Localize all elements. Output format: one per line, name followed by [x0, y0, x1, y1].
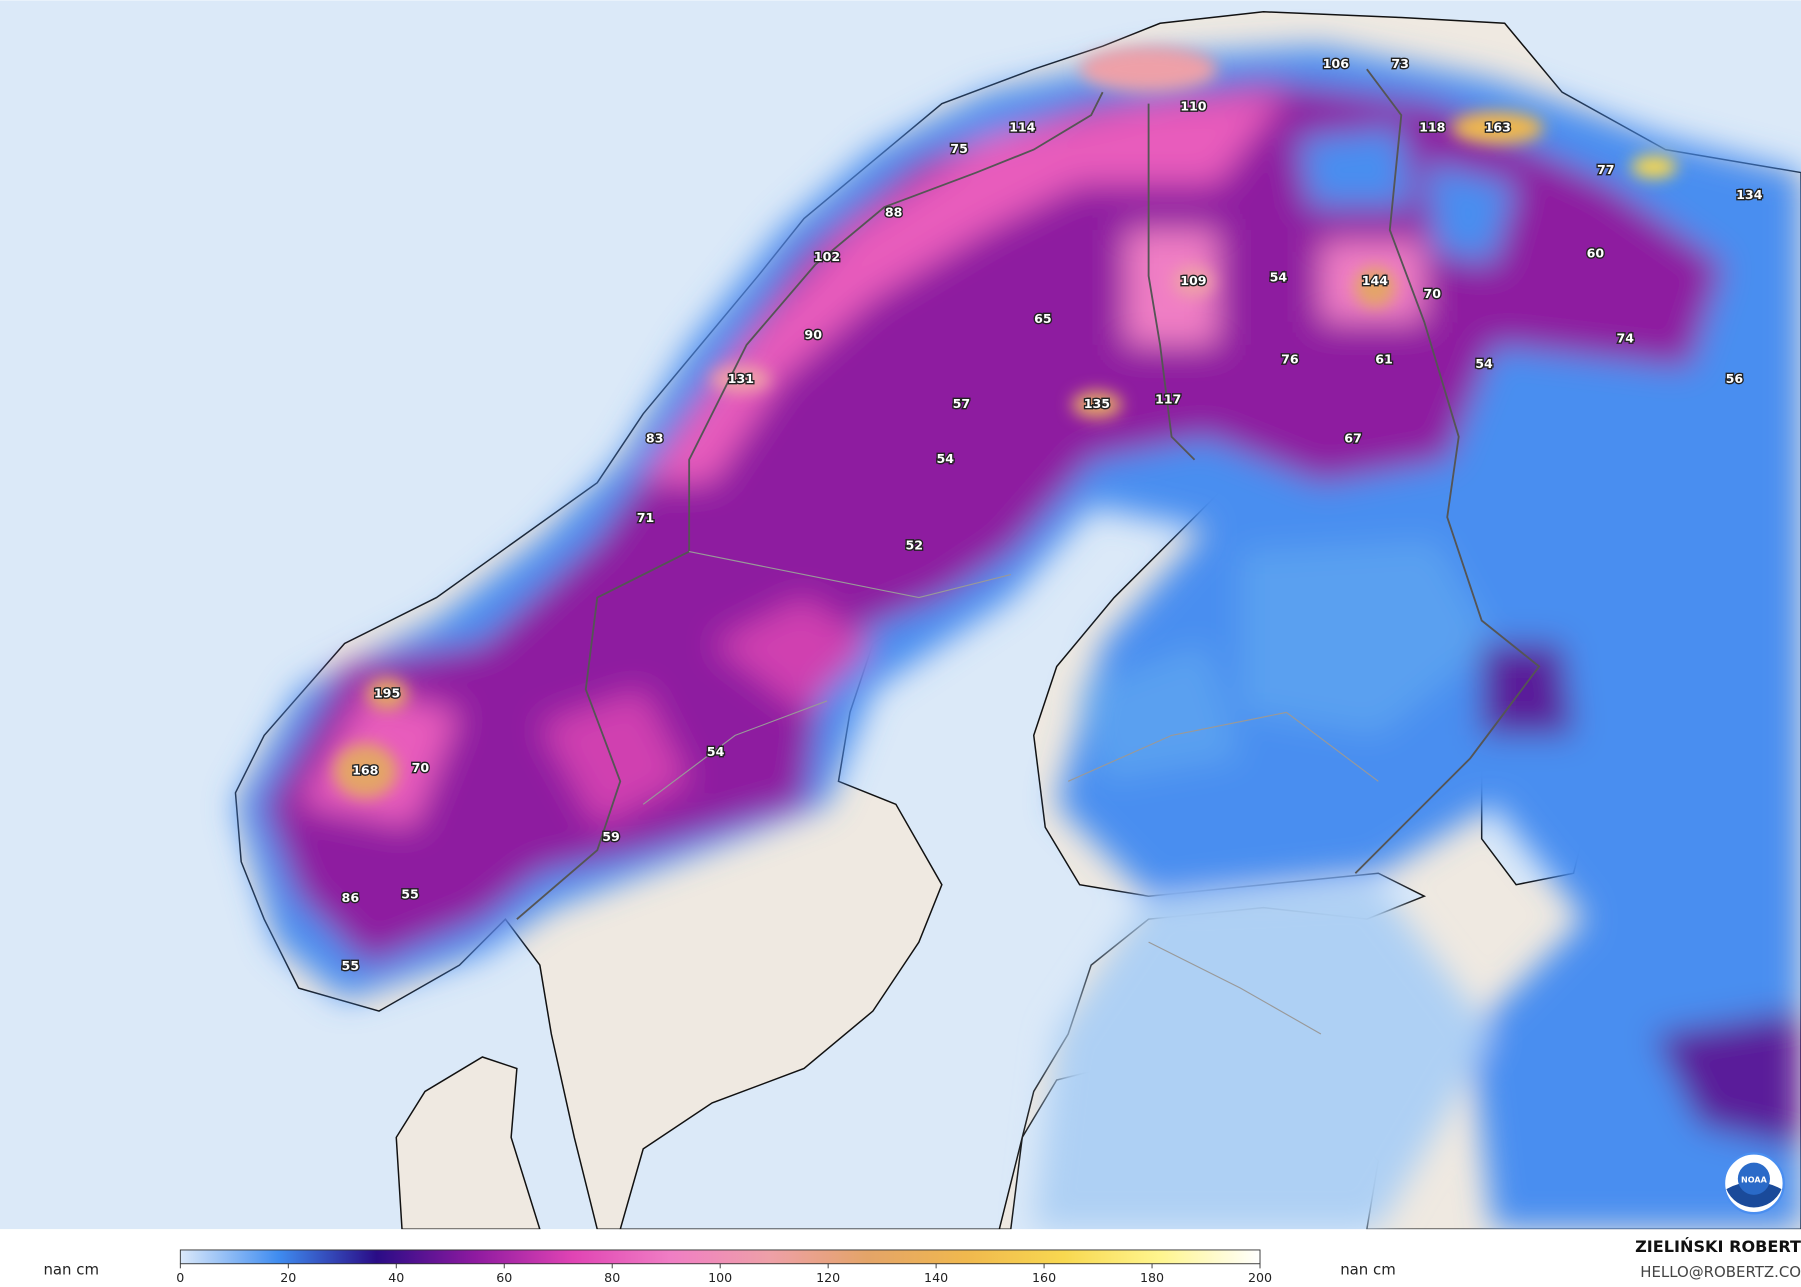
depth-label: 118 — [1419, 119, 1445, 134]
depth-label: 114 — [1009, 119, 1036, 134]
depth-label: 70 — [1424, 286, 1442, 301]
depth-label: 55 — [342, 958, 360, 973]
right-unit: nan cm — [1340, 1261, 1396, 1279]
colorbar-tick-label: 60 — [496, 1270, 512, 1285]
colorbar-tick-label: 180 — [1140, 1270, 1164, 1285]
depth-label: 67 — [1344, 431, 1362, 446]
colorbar-tick-label: 40 — [388, 1270, 404, 1285]
depth-label: 88 — [885, 204, 903, 219]
depth-label: 163 — [1485, 119, 1511, 134]
snow-layer — [235, 46, 1801, 1230]
colorbar-tick-label: 160 — [1032, 1270, 1056, 1285]
colorbar-tick-label: 0 — [176, 1270, 184, 1285]
left-unit: nan cm — [43, 1261, 99, 1279]
depth-label: 54 — [1270, 270, 1288, 285]
regions — [642, 551, 1379, 1035]
depth-labels: 106 73 110 114 75 118 163 77 134 88 102 109 54 144 70 6… — [340, 55, 1764, 974]
depth-label: 195 — [374, 686, 400, 701]
depth-label: 90 — [804, 327, 822, 342]
depth-label: 70 — [412, 760, 430, 775]
depth-label: 135 — [1084, 396, 1110, 411]
colorbar-tick-label: 80 — [604, 1270, 620, 1285]
depth-label: 52 — [905, 537, 923, 552]
depth-label: 83 — [646, 431, 664, 446]
colorbar-tick-label: 140 — [924, 1270, 948, 1285]
depth-label: 134 — [1736, 187, 1763, 202]
depth-label: 54 — [937, 451, 955, 466]
depth-label: 71 — [637, 510, 655, 525]
colorbar-tick-label: 100 — [708, 1270, 732, 1285]
depth-label: 57 — [953, 396, 971, 411]
depth-label: 106 — [1323, 56, 1350, 71]
author: ZIELIŃSKI ROBERT — [1635, 1237, 1801, 1256]
depth-label: 168 — [352, 762, 378, 777]
depth-label: 74 — [1616, 331, 1634, 346]
depth-label: 54 — [1475, 356, 1493, 371]
depth-label: 144 — [1362, 273, 1389, 288]
borders — [516, 68, 1541, 920]
map: 106 73 110 114 75 118 163 77 134 88 102 109 54 144 70 6… — [0, 0, 1801, 1230]
depth-label: 61 — [1375, 351, 1393, 366]
depth-label: 77 — [1597, 162, 1615, 177]
colorbar-tick-label: 200 — [1248, 1270, 1272, 1285]
depth-label: 73 — [1391, 56, 1409, 71]
depth-label: 75 — [950, 141, 968, 156]
depth-label: 109 — [1180, 273, 1206, 288]
colorbar-tick-label: 120 — [816, 1270, 840, 1285]
colorbar-scale — [179, 1249, 1261, 1265]
depth-label: 86 — [342, 890, 360, 905]
colorbar: 0 20 40 60 80 100 120 140 160 180 200 — [176, 1249, 1272, 1285]
logo-text: NOAA — [1741, 1175, 1768, 1184]
depth-label: 56 — [1726, 371, 1744, 386]
depth-label: 110 — [1180, 99, 1207, 114]
depth-label: 59 — [602, 829, 620, 844]
depth-label: 54 — [707, 744, 725, 759]
depth-label: 102 — [814, 249, 840, 264]
depth-label: 76 — [1281, 351, 1299, 366]
noaa-logo: NOAA — [1722, 1152, 1785, 1215]
snow-peaks — [333, 46, 1677, 799]
colorbar-tick-label: 20 — [280, 1270, 296, 1285]
depth-label: 60 — [1587, 246, 1605, 261]
email: HELLO@ROBERTZ.CO — [1640, 1263, 1801, 1281]
depth-label: 65 — [1034, 311, 1052, 326]
depth-label: 131 — [728, 371, 754, 386]
depth-label: 117 — [1155, 391, 1181, 406]
depth-label: 55 — [401, 887, 419, 902]
